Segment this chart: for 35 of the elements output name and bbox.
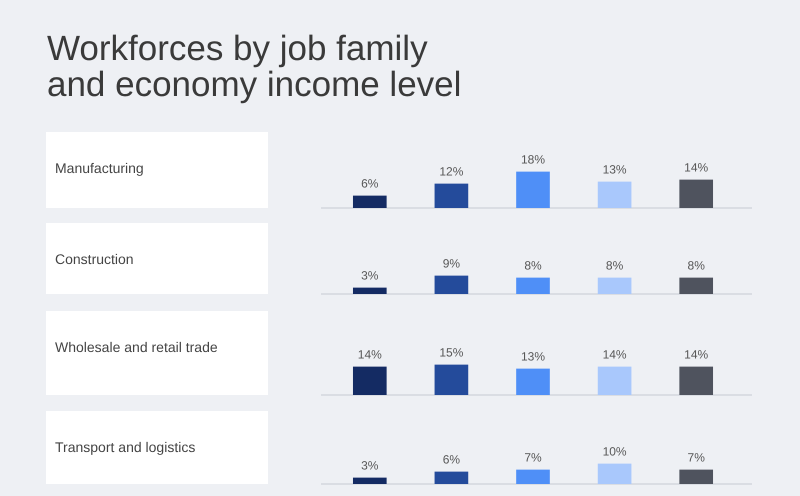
bar xyxy=(516,470,550,484)
data-label: 6% xyxy=(442,452,460,466)
data-label: 7% xyxy=(688,450,706,464)
y-axis-title: Wholesale and retail trade xyxy=(55,338,218,355)
data-label: 14% xyxy=(684,347,709,362)
data-label: 13% xyxy=(602,162,627,176)
data-label: 8% xyxy=(688,258,706,272)
data-label: 18% xyxy=(520,152,546,166)
data-label: 12% xyxy=(439,164,464,178)
data-label: 15% xyxy=(439,345,464,360)
bar xyxy=(352,478,387,484)
data-label: 13% xyxy=(520,349,546,364)
data-label: 8% xyxy=(524,258,542,272)
bar xyxy=(679,470,714,484)
data-label: 10% xyxy=(602,444,627,458)
data-label: 7% xyxy=(524,450,542,464)
bar xyxy=(352,196,387,208)
y-axis-title: Construction xyxy=(55,250,134,267)
data-label: 3% xyxy=(361,268,379,282)
data-label: 8% xyxy=(606,258,624,272)
bar xyxy=(516,172,550,208)
data-label: 9% xyxy=(442,256,460,270)
data-label: 6% xyxy=(361,176,379,190)
data-label: 14% xyxy=(358,347,382,362)
bar xyxy=(434,184,468,208)
y-axis-title: Manufacturing xyxy=(55,160,144,176)
bar xyxy=(598,464,632,484)
chart-title: Workforces by job family and economy income level xyxy=(47,29,462,104)
data-label: 3% xyxy=(361,458,379,472)
bar xyxy=(434,472,468,484)
data-label: 14% xyxy=(684,160,709,174)
bar xyxy=(598,182,632,208)
y-axis-title: Transport and logistics xyxy=(55,438,196,455)
data-label: 14% xyxy=(602,347,627,362)
bar xyxy=(679,180,714,208)
